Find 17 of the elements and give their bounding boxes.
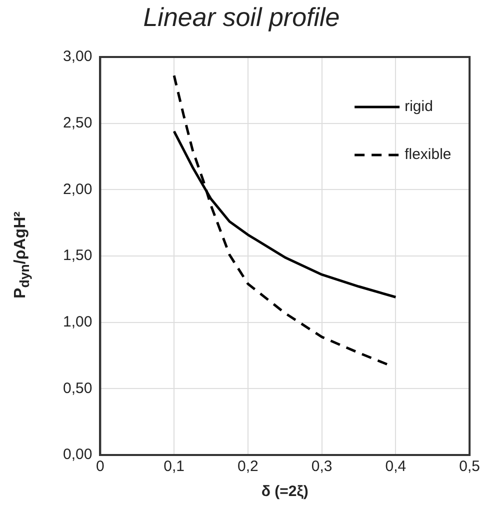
x-tick-label: 0,5 [459, 458, 480, 476]
x-tick-label: 0,2 [238, 458, 258, 476]
legend-label: flexible [404, 146, 452, 164]
y-tick-label: 0,00 [62, 446, 92, 464]
y-tick-label: 1,00 [62, 313, 92, 330]
x-tick-label: 0,3 [311, 458, 332, 476]
y-tick-label: 3,00 [62, 48, 92, 66]
legend-label: rigid [404, 98, 433, 116]
x-axis-title: δ (=2ξ) [261, 483, 308, 500]
chart-title: Linear soil profile [142, 2, 341, 33]
y-tick-label: 2,00 [62, 180, 92, 198]
x-tick-label: 0,4 [385, 458, 406, 476]
y-tick-label: 1,50 [62, 247, 92, 264]
x-tick-label: 0 [96, 458, 104, 476]
x-tick-label: 0,1 [164, 458, 184, 476]
y-tick-label: 2,50 [62, 114, 92, 132]
y-tick-label: 0,50 [62, 380, 92, 397]
